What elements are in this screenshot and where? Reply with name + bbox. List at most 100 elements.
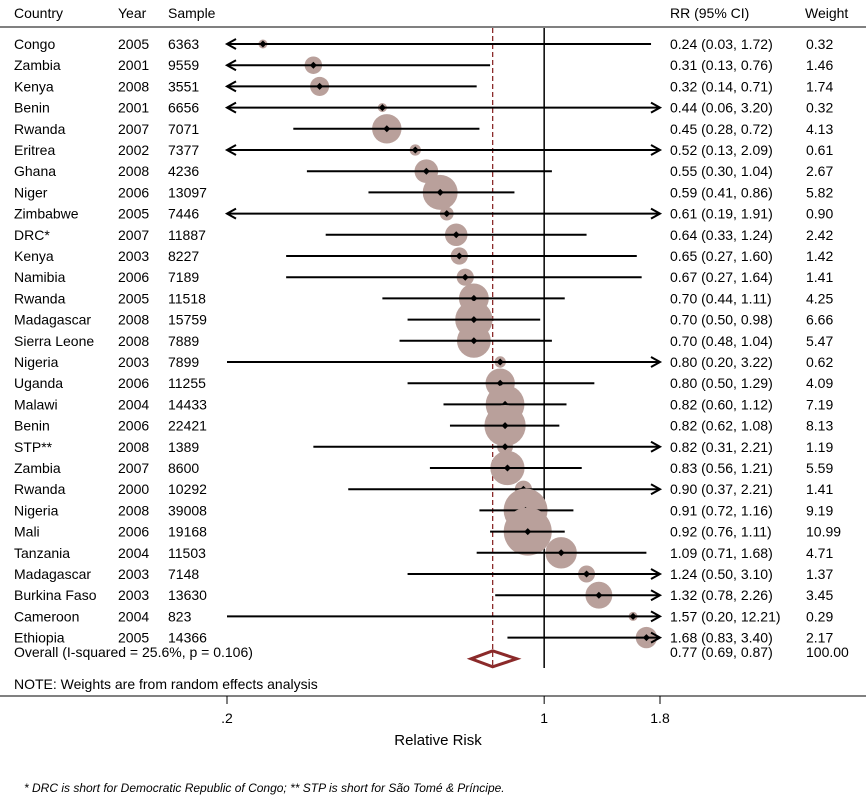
study-weight: 4.13	[806, 121, 833, 137]
ci-arrow	[224, 80, 237, 93]
ci-arrow	[650, 483, 663, 496]
study-row	[490, 507, 565, 556]
study-weight: 2.17	[806, 630, 833, 646]
study-country: Kenya	[14, 78, 54, 94]
study-country: Ghana	[14, 163, 56, 179]
ci-arrow	[650, 144, 663, 156]
point-estimate	[378, 104, 386, 112]
ci-arrow	[650, 589, 663, 602]
study-country: STP**	[14, 439, 53, 455]
study-rr-text: 1.09 (0.71, 1.68)	[670, 545, 773, 561]
study-year: 2006	[118, 418, 149, 434]
study-sample: 7889	[168, 333, 199, 349]
footnote: * DRC is short for Democratic Republic o…	[24, 781, 505, 795]
ci-arrow	[650, 631, 663, 644]
study-row	[227, 610, 663, 623]
study-country: Rwanda	[14, 121, 66, 137]
point-estimate	[503, 464, 511, 472]
ci-arrow	[224, 59, 237, 72]
study-row	[224, 144, 663, 156]
study-year: 2008	[118, 163, 149, 179]
study-sample: 7071	[168, 121, 199, 137]
point-estimate	[501, 443, 509, 451]
study-year: 2003	[118, 587, 149, 603]
study-country: Niger	[14, 184, 48, 200]
study-year: 2004	[118, 396, 149, 412]
overall-row: Overall (I-squared = 25.6%, p = 0.106) 0…	[14, 644, 849, 660]
study-rr-text: 0.52 (0.13, 2.09)	[670, 142, 773, 158]
study-year: 2005	[118, 206, 149, 222]
study-year: 2006	[118, 184, 149, 200]
study-year: 2005	[118, 290, 149, 306]
study-year: 2008	[118, 439, 149, 455]
overall-rr-text: 0.77 (0.69, 0.87)	[670, 644, 773, 660]
study-rr-text: 1.57 (0.20, 12.21)	[670, 608, 781, 624]
study-row	[224, 56, 491, 74]
study-country: Rwanda	[14, 481, 66, 497]
study-row	[224, 38, 652, 50]
study-rows: Congo 2005 6363 0.24 (0.03, 1.72) 0.32 Zambia…	[14, 36, 841, 646]
study-country: DRC*	[14, 227, 50, 243]
study-weight: 1.46	[806, 57, 833, 73]
study-country: Uganda	[14, 375, 63, 391]
study-weight: 0.32	[806, 100, 833, 116]
study-sample: 9559	[168, 57, 199, 73]
study-year: 2003	[118, 248, 149, 264]
study-row	[368, 174, 515, 210]
study-country: Eritrea	[14, 142, 55, 158]
point-estimate	[470, 316, 478, 324]
point-estimate	[583, 570, 591, 578]
study-rr-text: 0.55 (0.30, 1.04)	[670, 163, 773, 179]
study-country: Kenya	[14, 248, 54, 264]
study-rr-text: 0.61 (0.19, 1.91)	[670, 206, 773, 222]
study-rr-text: 0.59 (0.41, 0.86)	[670, 184, 773, 200]
study-rr-text: 0.44 (0.06, 3.20)	[670, 100, 773, 116]
study-year: 2008	[118, 333, 149, 349]
study-sample: 11255	[168, 375, 206, 391]
overall-diamond	[466, 649, 522, 669]
x-tick-label: 1	[540, 710, 548, 726]
study-year: 2001	[118, 57, 149, 73]
study-row	[224, 76, 477, 96]
study-weight: 1.19	[806, 439, 833, 455]
study-sample: 8227	[168, 248, 199, 264]
point-estimate	[461, 273, 469, 281]
study-country: Tanzania	[14, 545, 70, 561]
study-country: Zambia	[14, 460, 61, 476]
study-row	[286, 268, 642, 286]
study-year: 2007	[118, 227, 149, 243]
study-country: Congo	[14, 36, 55, 52]
study-weight: 10.99	[806, 524, 841, 540]
forest-plot: Country Year Sample RR (95% CI) Weight C…	[0, 5, 866, 749]
study-row	[449, 404, 560, 447]
point-estimate	[470, 337, 478, 345]
study-sample: 39008	[168, 502, 207, 518]
study-weight: 5.82	[806, 184, 833, 200]
study-country: Mali	[14, 524, 40, 540]
table-header: Country Year Sample RR (95% CI) Weight	[14, 5, 848, 21]
study-country: Benin	[14, 418, 50, 434]
overall-weight: 100.00	[806, 644, 849, 660]
study-country: Ethiopia	[14, 630, 65, 646]
study-country: Zambia	[14, 57, 61, 73]
study-rr-text: 0.24 (0.03, 1.72)	[670, 36, 773, 52]
study-sample: 19168	[168, 524, 207, 540]
study-row	[293, 114, 480, 144]
point-estimate	[524, 528, 532, 536]
x-tick-label: 1.8	[650, 710, 670, 726]
header-sample: Sample	[168, 5, 216, 21]
study-rr-text: 1.24 (0.50, 3.10)	[670, 566, 773, 582]
study-year: 2006	[118, 524, 149, 540]
study-year: 2004	[118, 545, 149, 561]
study-row	[476, 537, 647, 569]
study-weight: 2.67	[806, 163, 833, 179]
x-tick-label: .2	[221, 710, 233, 726]
study-weight: 1.74	[806, 78, 833, 94]
study-rr-text: 1.32 (0.78, 2.26)	[670, 587, 773, 603]
study-weight: 1.37	[806, 566, 833, 582]
study-sample: 11887	[168, 227, 206, 243]
study-country: Rwanda	[14, 290, 66, 306]
study-sample: 8600	[168, 460, 199, 476]
point-estimate	[436, 188, 444, 196]
study-weight: 9.19	[806, 502, 833, 518]
